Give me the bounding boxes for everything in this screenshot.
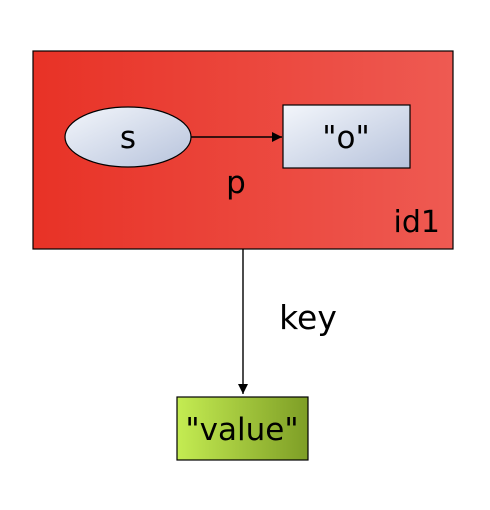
key-edge-label: key	[279, 298, 337, 337]
value-node	[176, 396, 309, 461]
subject-label: s	[120, 120, 136, 156]
object-node	[282, 104, 411, 169]
predicate-label: p	[226, 165, 246, 201]
value-label: "value"	[185, 412, 298, 448]
subject-node	[64, 106, 192, 168]
container-id-label: id1	[394, 205, 440, 240]
object-label: "o"	[322, 120, 369, 156]
